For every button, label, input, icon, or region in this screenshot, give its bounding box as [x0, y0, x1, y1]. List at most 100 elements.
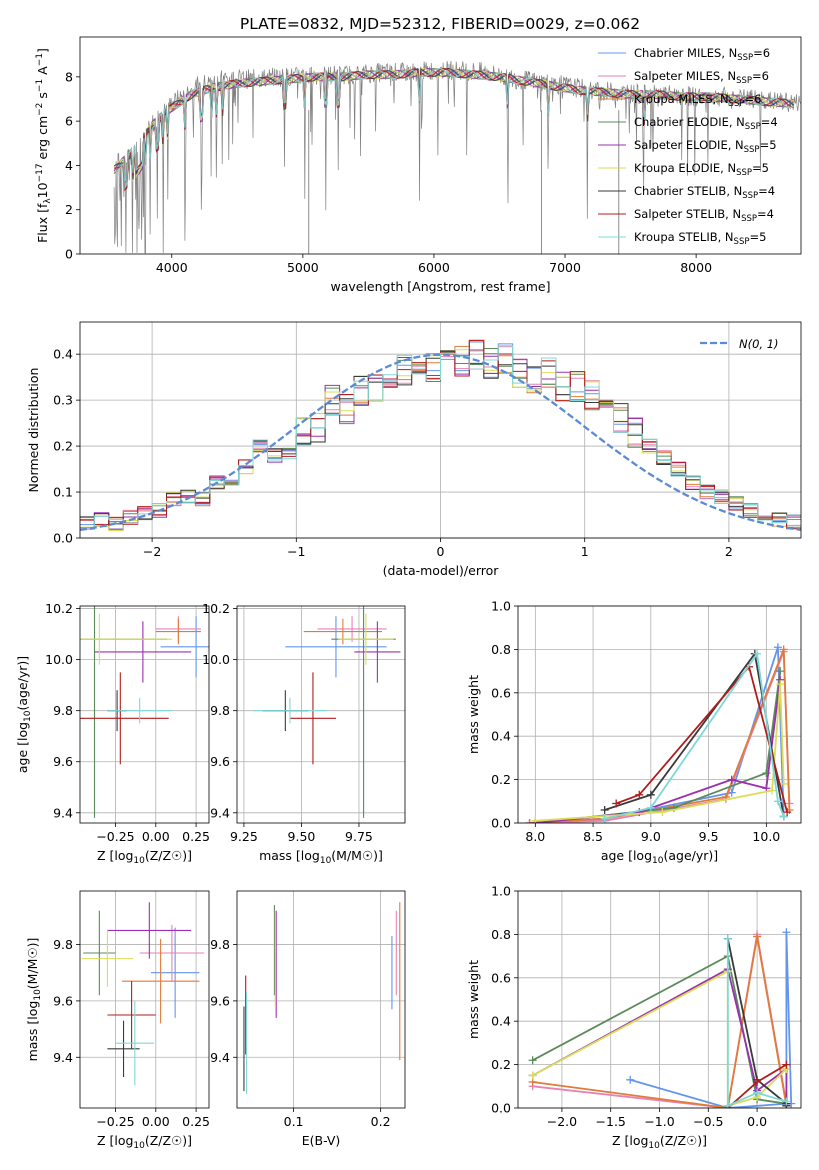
mass-weight-line-kroupa-stelib [726, 938, 787, 1108]
mass-weight-marker-salpeter-stelib [783, 808, 792, 817]
mass-weight-marker-chabrier-miles [626, 1075, 635, 1084]
mass-weight-marker-kroupa-elodie [531, 816, 540, 823]
x-tick-label: 0.2 [371, 1114, 391, 1129]
legend-label-chabrier-elodie: Chabrier ELODIE, NSSP=4 [634, 115, 778, 132]
y-tick-label: 0.0 [491, 1101, 511, 1116]
label-part: 10 [35, 182, 50, 198]
x-tick-label: 9.50 [288, 829, 316, 844]
y-tick-label: 0.0 [53, 531, 73, 546]
x-axis-label: E(B-V) [302, 1133, 341, 1148]
y-tick-label: 9.8 [210, 937, 230, 952]
x-tick-label: 8.0 [525, 829, 545, 844]
label-part: λ [43, 198, 53, 204]
mass-weight-marker-kroupa-miles [525, 819, 534, 823]
legend-label-salpeter-miles: Salpeter MILES, NSSP=6 [634, 69, 769, 86]
plot-area [528, 928, 796, 1108]
label-part: −2 [35, 103, 45, 116]
y-tick-label: 9.4 [53, 805, 73, 820]
legend-subscript: SSP [729, 99, 745, 109]
normal-legend-label: N(0, 1) [739, 337, 779, 351]
y-tick-label: 0.4 [491, 1014, 511, 1029]
y-tick-label: 9.4 [53, 1050, 73, 1065]
model-fit-salpeter-stelib [114, 67, 794, 192]
legend-label-text: Kroupa ELODIE, N [634, 161, 736, 175]
plot-area [253, 606, 401, 818]
figure-title: PLATE=0832, MJD=52312, FIBERID=0029, z=0… [240, 15, 640, 33]
legend-label-text: Kroupa STELIB, N [634, 230, 734, 244]
label-part: −17 [35, 163, 45, 182]
label-part: −1 [35, 53, 45, 66]
residuals-panel: −2 −1 0 1 2 0.0 0.1 0.2 0.3 0.4 N(0, 1) (data-model… [26, 321, 802, 578]
x-tick-label: 10.0 [752, 829, 780, 844]
x-tick-label: −1 [287, 544, 305, 559]
y-tick-label: 6 [65, 114, 73, 129]
y-axis-label: Flux [fλ10−17 erg cm−2 s−1 A−1] [35, 48, 53, 243]
plot-area [80, 339, 801, 532]
y-tick-label: 0.2 [491, 772, 511, 787]
plot-area [81, 902, 205, 1086]
legend-value: =4 [761, 115, 778, 129]
legend-label-text: Chabrier ELODIE, N [634, 115, 745, 129]
x-axis-label: (data-model)/error [383, 563, 500, 578]
plot-area [525, 643, 794, 823]
label-tail: (Z/Z☉)] [145, 1133, 192, 1148]
legend-subscript: SSP [737, 53, 753, 63]
x-tick-label: 9.75 [345, 829, 373, 844]
label-tail: (Z/Z☉)] [660, 1133, 707, 1148]
mass-weight-marker-kroupa-elodie [776, 680, 785, 689]
x-tick-label: 0.00 [142, 829, 170, 844]
y-tick-label: 8 [65, 69, 73, 84]
x-tick-label: 9.5 [699, 829, 719, 844]
label-part: mass weight [466, 675, 481, 754]
legend-label-kroupa-miles: Kroupa MILES, NSSP=6 [634, 92, 761, 109]
mass-weight-marker-kroupa-miles [753, 932, 762, 941]
axes-frame [79, 36, 802, 255]
legend-label-kroupa-elodie: Kroupa ELODIE, NSSP=5 [634, 161, 769, 178]
x-tick-label: 0.00 [142, 1114, 170, 1129]
y-axis-label: Normed distribution [26, 368, 41, 493]
mass-weight-marker-salpeter-stelib [782, 1060, 791, 1069]
y-tick-label: 10.0 [202, 652, 230, 667]
x-tick-label: −0.25 [96, 1114, 134, 1129]
y-tick-label: 0.6 [491, 970, 511, 985]
x-tick-label: 6000 [418, 260, 450, 275]
label-part: erg cm [35, 116, 50, 164]
y-tick-label: 2 [65, 202, 73, 217]
mass-weight-marker-chabrier-elodie [528, 1056, 537, 1065]
legend-subscript: SSP [744, 145, 760, 155]
subscript: 10 [652, 856, 664, 866]
mass-weight-marker-salpeter-stelib [753, 1077, 762, 1086]
axes-frame [79, 605, 210, 824]
axes-frame [79, 890, 210, 1109]
mass-weight-marker-kroupa-elodie [768, 786, 777, 795]
x-axis-label: mass [log10(M/M☉)] [259, 848, 383, 866]
x-tick-label: −0.5 [693, 1114, 723, 1129]
y-axis-label: age [log10(age/yr)] [15, 656, 33, 773]
mass-weight-line-salpeter-stelib [615, 664, 788, 813]
label-part: age [log [15, 722, 30, 773]
x-tick-label: −1.5 [596, 1114, 626, 1129]
x-tick-label: 8000 [680, 260, 712, 275]
label-part: −1 [35, 79, 45, 92]
mass-weight-line-salpeter-miles [529, 651, 791, 823]
y-tick-label: 1.0 [491, 884, 511, 899]
x-tick-label: 0.25 [182, 1114, 210, 1129]
mass-weight-marker-kroupa-stelib [753, 1088, 762, 1097]
y-tick-label: 9.6 [53, 754, 73, 769]
y-tick-label: 0.2 [491, 1057, 511, 1072]
legend-label-text: Chabrier MILES, N [634, 46, 737, 60]
y-tick-label: 9.8 [210, 703, 230, 718]
histogram-kroupa-stelib [80, 345, 801, 530]
age-vs-mass-panel: 9.25 9.50 9.75 9.4 9.6 9.8 10.0 10.2 mass [log10… [202, 601, 406, 866]
mass-weight-marker-kroupa-stelib [646, 803, 655, 812]
mass-weight-line-chabrier-elodie [535, 670, 782, 823]
legend-label-chabrier-stelib: Chabrier STELIB, NSSP=4 [634, 184, 775, 201]
normal-legend: N(0, 1) [700, 337, 779, 351]
legend-label-text: Salpeter MILES, N [634, 69, 736, 83]
mass-weight-marker-kroupa-stelib [779, 812, 788, 821]
x-tick-label: 1 [581, 544, 589, 559]
mass-vs-ebv-panel: 0.1 0.2 9.4 9.6 9.8 E(B-V) [210, 890, 406, 1148]
y-tick-label: 0.4 [491, 729, 511, 744]
